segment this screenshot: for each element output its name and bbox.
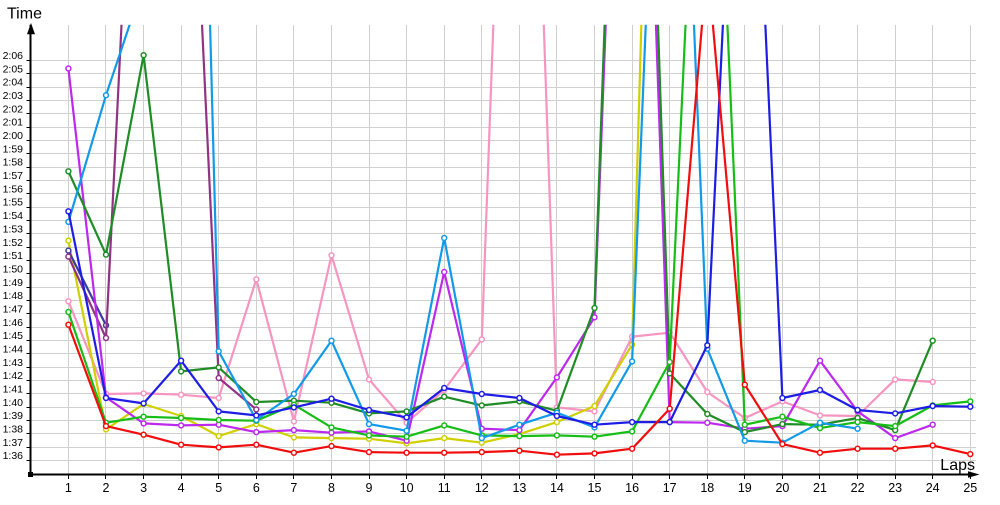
svg-text:22: 22: [851, 481, 865, 495]
svg-text:19: 19: [738, 481, 752, 495]
svg-text:1: 1: [65, 481, 72, 495]
svg-text:15: 15: [588, 481, 602, 495]
svg-text:2: 2: [103, 481, 110, 495]
svg-text:6: 6: [253, 481, 260, 495]
svg-text:9: 9: [366, 481, 373, 495]
svg-text:1:52: 1:52: [3, 237, 24, 249]
svg-text:1:39: 1:39: [3, 410, 24, 422]
svg-text:1:51: 1:51: [3, 250, 24, 262]
svg-text:14: 14: [550, 481, 564, 495]
svg-text:2:04: 2:04: [3, 77, 24, 89]
svg-text:1:40: 1:40: [3, 397, 24, 409]
svg-text:16: 16: [625, 481, 639, 495]
svg-text:1:58: 1:58: [3, 157, 24, 169]
svg-text:1:55: 1:55: [3, 197, 24, 209]
svg-text:5: 5: [215, 481, 222, 495]
svg-text:2:06: 2:06: [3, 50, 24, 62]
svg-text:7: 7: [290, 481, 297, 495]
svg-text:23: 23: [888, 481, 902, 495]
svg-text:1:36: 1:36: [3, 450, 24, 462]
svg-text:25: 25: [963, 481, 977, 495]
svg-text:1:45: 1:45: [3, 330, 24, 342]
svg-text:24: 24: [926, 481, 940, 495]
svg-text:1:53: 1:53: [3, 223, 24, 235]
svg-text:1:54: 1:54: [3, 210, 24, 222]
svg-text:13: 13: [512, 481, 526, 495]
svg-text:1:48: 1:48: [3, 290, 24, 302]
svg-text:1:42: 1:42: [3, 370, 24, 382]
svg-text:2:03: 2:03: [3, 90, 24, 102]
svg-text:2:01: 2:01: [3, 117, 24, 129]
svg-text:1:47: 1:47: [3, 304, 24, 316]
svg-text:Time: Time: [7, 6, 42, 23]
svg-text:1:41: 1:41: [3, 384, 24, 396]
svg-text:1:49: 1:49: [3, 277, 24, 289]
svg-text:1:38: 1:38: [3, 424, 24, 436]
svg-text:1:37: 1:37: [3, 437, 24, 449]
svg-text:1:46: 1:46: [3, 317, 24, 329]
svg-text:21: 21: [813, 481, 827, 495]
svg-text:18: 18: [700, 481, 714, 495]
svg-text:20: 20: [775, 481, 789, 495]
svg-text:Laps: Laps: [940, 457, 975, 474]
svg-text:11: 11: [438, 481, 451, 495]
svg-text:4: 4: [178, 481, 185, 495]
svg-text:2:00: 2:00: [3, 130, 24, 142]
svg-text:10: 10: [400, 481, 414, 495]
svg-text:3: 3: [140, 481, 147, 495]
svg-text:2:02: 2:02: [3, 103, 24, 115]
svg-text:1:44: 1:44: [3, 344, 24, 356]
svg-text:1:56: 1:56: [3, 183, 24, 195]
svg-text:8: 8: [328, 481, 335, 495]
svg-text:1:50: 1:50: [3, 263, 24, 275]
svg-text:12: 12: [475, 481, 489, 495]
svg-text:17: 17: [663, 481, 677, 495]
svg-text:2:05: 2:05: [3, 63, 24, 75]
svg-text:1:59: 1:59: [3, 143, 24, 155]
svg-text:1:57: 1:57: [3, 170, 24, 182]
svg-text:1:43: 1:43: [3, 357, 24, 369]
